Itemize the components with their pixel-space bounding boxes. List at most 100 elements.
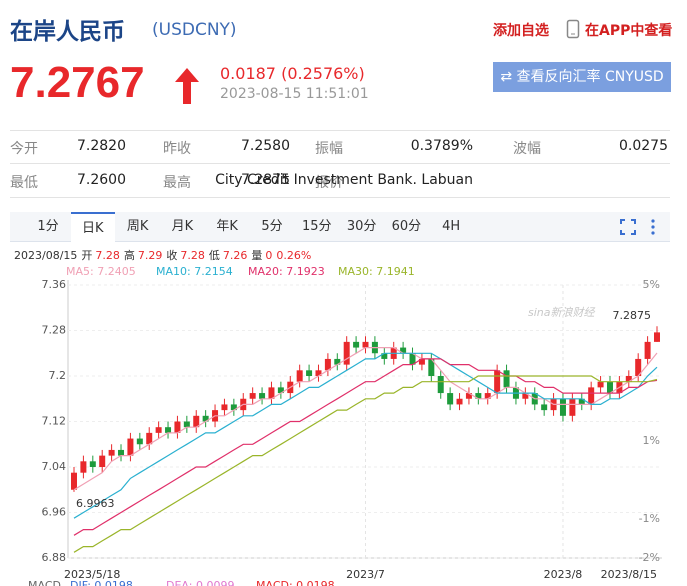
code: (USDCNY) — [152, 20, 237, 40]
candle-body — [89, 461, 96, 467]
candle-body — [315, 370, 322, 376]
info-value: 7.28 — [95, 249, 120, 262]
tab[interactable]: 月K — [171, 219, 194, 234]
x-tick-label: 2023/8 — [544, 568, 583, 581]
tab[interactable]: 30分 — [346, 219, 377, 234]
change: 0.0187 (0.2576%) — [220, 64, 365, 83]
up-arrow — [175, 68, 199, 104]
app-link[interactable]: 在APP中查看 — [585, 23, 673, 39]
tab[interactable]: 日K — [70, 212, 115, 243]
stat-value: 7.2580 — [241, 138, 290, 154]
info-pct: 0.26% — [276, 249, 311, 262]
x-tick-label: 2023/8/15 — [601, 568, 657, 581]
y-tick-label: 7.2 — [49, 369, 67, 382]
candle-body — [277, 387, 284, 394]
tab[interactable]: 1分 — [37, 219, 59, 234]
candle-body — [578, 398, 585, 405]
tab[interactable]: 60分 — [391, 219, 422, 234]
title: 在岸人民币 — [10, 19, 125, 45]
y-tick-label: 7.36 — [42, 278, 67, 291]
tab[interactable]: 15分 — [302, 219, 332, 234]
candle-body — [522, 393, 529, 399]
price: 7.2767 — [10, 58, 145, 107]
candle-body — [588, 387, 595, 405]
y2-tick-label: 5% — [643, 278, 660, 291]
low-label: 6.9963 — [76, 497, 115, 510]
macd-label: DEA: 0.0099 — [166, 579, 234, 586]
reverse-button[interactable]: ⇄ 查看反向汇率 CNYUSD — [493, 62, 671, 92]
phone-icon — [566, 19, 580, 39]
legend-entry: MA20: 7.1923 — [248, 265, 325, 278]
candle-body — [559, 398, 566, 416]
candle-body — [193, 415, 200, 428]
watermark: sina新浪财经 — [528, 306, 595, 319]
candle-body — [306, 370, 313, 376]
y-tick-label: 7.28 — [42, 324, 67, 337]
candle-body — [71, 472, 77, 490]
candle-body — [654, 332, 660, 342]
candle-body — [597, 381, 604, 388]
legend-entry: MA10: 7.2154 — [156, 265, 233, 278]
divider — [10, 197, 670, 198]
candle-body — [343, 341, 350, 365]
candle-body — [324, 358, 331, 371]
tab[interactable]: 5分 — [261, 219, 283, 234]
y-tick-label: 6.96 — [42, 506, 67, 519]
ma-line — [73, 358, 658, 536]
macd-label: MACD — [28, 579, 61, 586]
time: 2023-08-15 11:51:01 — [220, 86, 369, 102]
candle-body — [428, 358, 435, 376]
candle-body — [400, 347, 407, 354]
candle-body — [249, 393, 256, 399]
candle-body — [99, 455, 106, 467]
candle-body — [635, 358, 642, 376]
info-label: 量 — [251, 249, 262, 262]
stat-label: 昨收 — [163, 141, 191, 157]
add-watch[interactable]: 添加自选 — [493, 23, 549, 39]
macd-label: DIF: 0.0198 — [70, 579, 133, 586]
candle-body — [475, 393, 482, 399]
info-value: 7.28 — [180, 249, 205, 262]
candle-body — [334, 358, 341, 365]
candle-body — [625, 376, 632, 382]
candle-body — [136, 438, 143, 445]
fullscreen-icon[interactable] — [620, 219, 636, 235]
stat-value: 7.2820 — [77, 138, 126, 154]
candle-body — [447, 393, 454, 405]
info-label: 收 — [166, 248, 177, 262]
candle-body — [465, 393, 472, 399]
info-value: 7.29 — [138, 249, 163, 262]
divider — [10, 130, 670, 131]
candle-body — [108, 449, 115, 456]
candle-body — [127, 438, 134, 456]
legend-entry: MA5: 7.2405 — [66, 265, 136, 278]
stat-label: 今开 — [10, 141, 38, 157]
stat-value: 7.2875 — [241, 172, 290, 188]
stat-value: 7.2600 — [77, 172, 126, 188]
more-icon[interactable] — [650, 218, 656, 236]
tab[interactable]: 年K — [216, 219, 238, 234]
y-tick-label: 6.88 — [42, 551, 67, 564]
candle-body — [268, 387, 275, 399]
candle-body — [503, 370, 510, 388]
macd-label: MACD: 0.0198 — [256, 579, 335, 586]
candle-body — [202, 415, 209, 422]
y2-tick-label: 1% — [643, 434, 660, 447]
candle-body — [409, 353, 416, 365]
y2-tick-label: -2% — [639, 551, 660, 564]
x-tick-label: 2023/5/18 — [64, 568, 120, 581]
candle-body — [606, 381, 613, 394]
candle-body — [541, 404, 548, 411]
candle-body — [418, 358, 425, 365]
tab[interactable]: 周K — [126, 219, 149, 234]
ma-line — [73, 375, 658, 553]
change-pct: (0.2576%) — [281, 64, 365, 83]
info-label: 高 — [124, 248, 135, 262]
y-tick-label: 7.04 — [42, 460, 67, 473]
tab[interactable]: 4H — [442, 219, 461, 234]
stat-value: 0.3789% — [410, 138, 473, 154]
stat-value: 0.0275 — [619, 138, 668, 154]
candle-body — [183, 421, 190, 428]
info-value: 0 — [265, 249, 272, 262]
